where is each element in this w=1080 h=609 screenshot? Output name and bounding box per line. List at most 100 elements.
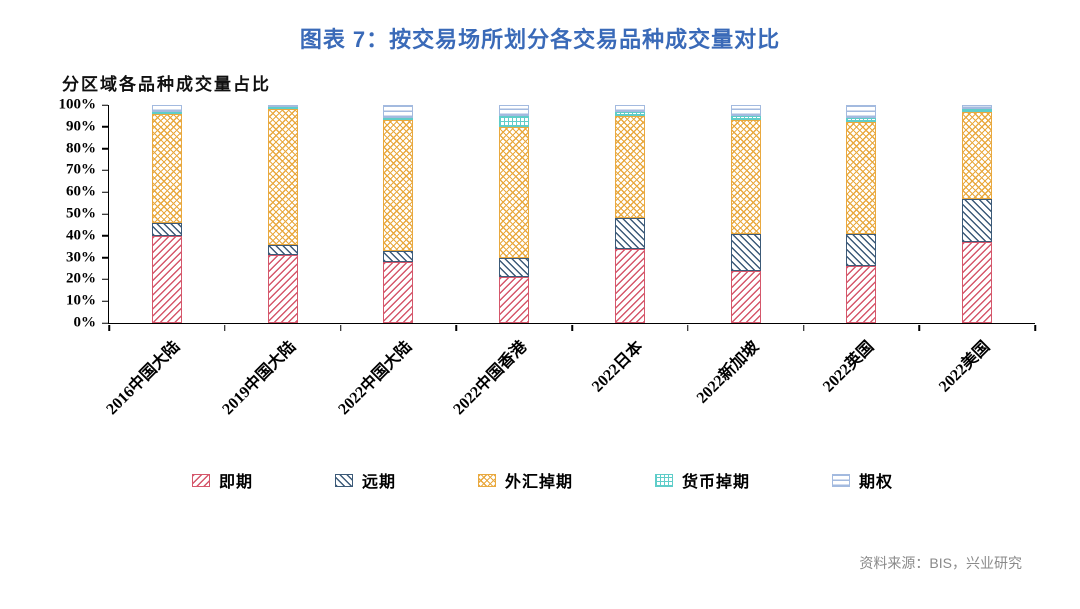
bar-segment-fx-swap: [730, 120, 761, 234]
x-axis-label: 2022中国香港: [450, 338, 531, 419]
x-axis: 2016中国大陆 2019中国大陆 2022中国大陆 2022中国香港 2022日本 20…: [104, 324, 1036, 442]
bar-segment-option: [730, 105, 761, 116]
plot-row: 0% 10% 20% 30% 40% 50% 60% 70% 80% 90% 100%: [50, 97, 1036, 331]
legend-swatch-forward: [334, 473, 353, 487]
x-axis-label: 2019中国大陆: [219, 338, 300, 419]
stacked-bar: [846, 105, 877, 323]
x-axis-tick: [1034, 325, 1036, 331]
y-axis-label: 60%: [66, 183, 96, 200]
stacked-bar: [614, 105, 645, 323]
legend-label: 期权: [859, 474, 894, 491]
x-slot: 2022美国: [919, 324, 1035, 442]
bar-segment-option: [962, 105, 993, 110]
stacked-bar: [383, 105, 414, 323]
chart-axis-title: 分区域各品种成交量占比: [62, 75, 271, 94]
bar-segment-spot: [730, 270, 761, 323]
legend: 即期 远期 外汇掉期 货币掉期 期权: [50, 468, 1035, 492]
bar-segment-spot: [499, 277, 530, 323]
legend-item-option: 期权: [832, 468, 893, 492]
bar-segment-option: [499, 105, 530, 116]
bar-segment-option: [614, 105, 645, 112]
x-slot: 2022新加坡: [688, 324, 804, 442]
bar-segment-fx-swap: [962, 111, 993, 199]
x-axis-tick: [802, 325, 805, 331]
bar-segment-spot: [383, 261, 414, 323]
stacked-bar: [962, 105, 993, 323]
y-axis-tick: [102, 278, 108, 281]
x-slot: 2016中国大陆: [104, 324, 226, 442]
x-axis-tick: [224, 325, 226, 331]
y-axis-label: 40%: [66, 227, 96, 244]
bar-slot: [919, 105, 1035, 323]
bar-slot: [804, 105, 920, 323]
bar-segment-option: [151, 105, 182, 112]
x-slot: 2022中国香港: [451, 324, 573, 442]
bar-segment-spot: [151, 235, 182, 323]
figure-title: 图表 7：按交易场所划分各交易品种成交量对比: [299, 27, 781, 52]
legend-swatch-option: [832, 473, 851, 487]
y-axis-label: 70%: [66, 161, 96, 178]
y-axis-label: 90%: [66, 118, 96, 135]
y-axis-label: 20%: [66, 270, 96, 287]
y-axis-tick: [102, 235, 108, 237]
bar-segment-spot: [962, 242, 993, 323]
y-axis-tick: [102, 191, 108, 193]
bar-segment-ccy-swap: [730, 115, 761, 121]
y-axis-tick: [102, 104, 108, 106]
legend-item-spot: 即期: [191, 468, 253, 492]
x-slot: 2022中国大陆: [335, 324, 457, 442]
x-axis-label: 2022中国大陆: [335, 338, 415, 419]
y-axis-tick: [102, 256, 108, 259]
x-axis-tick: [455, 325, 457, 331]
x-axis-label: 2022英国: [820, 338, 878, 396]
bar-segment-spot: [267, 255, 298, 323]
y-axis-label: 50%: [66, 205, 96, 222]
legend-label: 货币掉期: [682, 474, 751, 491]
bar-segment-option: [846, 105, 877, 119]
y-axis-label: 10%: [66, 292, 96, 309]
bar-segment-ccy-swap: [962, 109, 993, 112]
bar-segment-fx-swap: [614, 115, 645, 219]
legend-item-forward: 远期: [334, 468, 396, 492]
y-axis-tick: [102, 213, 108, 215]
bar-slot: [225, 105, 341, 323]
y-axis: 0% 10% 20% 30% 40% 50% 60% 70% 80% 90% 100%: [50, 97, 108, 330]
legend-swatch-fx-swap: [477, 473, 496, 487]
y-axis-tick: [102, 126, 108, 128]
bar-segment-fx-swap: [151, 113, 182, 223]
x-slot: 2019中国大陆: [219, 324, 341, 442]
bar-segment-spot: [614, 248, 645, 323]
legend-item-fx-swap: 外汇掉期: [477, 468, 573, 492]
source-note: 资料来源：BIS，兴业研究: [859, 555, 1022, 571]
bar-segment-forward: [730, 233, 761, 271]
x-labels-row: 2016中国大陆 2019中国大陆 2022中国大陆 2022中国香港 2022日本 20…: [50, 324, 1035, 442]
bar-segment-ccy-swap: [267, 107, 298, 110]
bar-segment-fx-swap: [499, 126, 530, 258]
x-axis-tick: [918, 325, 920, 331]
x-axis-tick: [687, 325, 689, 331]
y-axis-tick: [102, 322, 108, 324]
legend-swatch-ccy-swap: [655, 473, 673, 487]
x-axis-label: 2016中国大陆: [103, 338, 184, 419]
bar-segment-forward: [614, 218, 645, 249]
bar-segment-ccy-swap: [383, 118, 414, 121]
bar-segment-option: [383, 105, 414, 119]
bar-segment-forward: [267, 244, 298, 256]
bar-segment-forward: [499, 257, 530, 278]
y-axis-label: 0%: [73, 314, 97, 331]
x-axis-tick: [571, 325, 573, 331]
bar-segment-fx-swap: [383, 120, 414, 252]
bar-segment-option: [267, 105, 298, 108]
bar-segment-forward: [846, 233, 877, 267]
y-axis-tick: [102, 147, 108, 150]
bar-segment-forward: [962, 198, 993, 243]
x-axis-tick: [108, 325, 110, 331]
y-axis-tick: [102, 169, 108, 172]
x-axis-label: 2022美国: [936, 338, 994, 396]
plot-area: [108, 105, 1036, 331]
bar-segment-fx-swap: [267, 109, 298, 245]
bar-segment-forward: [151, 222, 182, 236]
bar-segment-forward: [383, 251, 414, 262]
y-axis-spacer: [50, 324, 110, 442]
